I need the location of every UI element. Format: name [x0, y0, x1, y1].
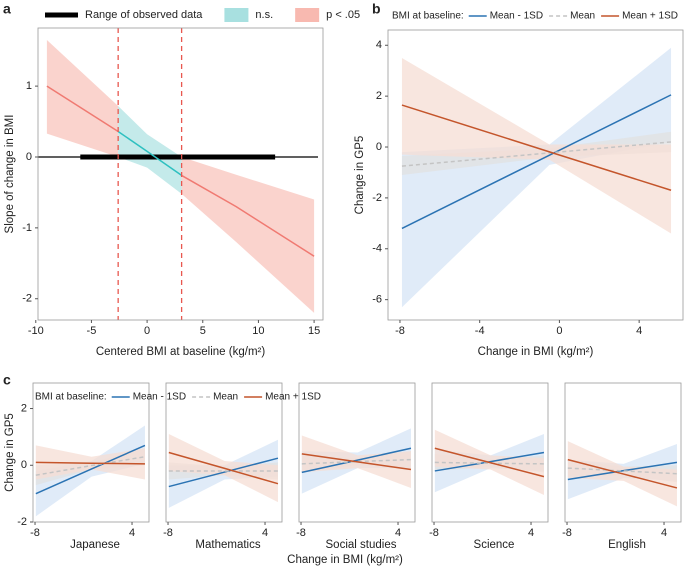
panel-title: Social studies	[326, 539, 397, 551]
x-axis-label: Centered BMI at baseline (kg/m²)	[96, 346, 266, 358]
line	[434, 451, 545, 472]
x-tick-label: -10	[28, 325, 44, 337]
line	[168, 457, 279, 488]
plot-frame	[431, 382, 549, 523]
panel-title: Science	[474, 539, 515, 551]
x-tick-label: 15	[308, 325, 320, 337]
x-tick-label: 4	[395, 527, 401, 539]
x-tick-label: 5	[200, 325, 206, 337]
x-tick-label: -8	[429, 527, 439, 539]
line	[301, 458, 411, 465]
x-tick-label: 4	[129, 527, 135, 539]
legend-swatch	[295, 8, 320, 22]
confidence-band	[35, 445, 145, 480]
x-tick-label: 4	[661, 527, 667, 539]
legend-title: BMI at baseline:	[392, 11, 464, 22]
confidence-band	[181, 156, 315, 313]
y-tick-label: 0	[26, 151, 32, 163]
y-axis-label: Slope of change in BMI	[4, 115, 16, 234]
line	[35, 444, 146, 495]
x-axis-label: Change in BMI (kg/m²)	[287, 554, 403, 566]
panel-title: Japanese	[70, 539, 120, 551]
y-tick-label: 1	[26, 80, 32, 92]
legend-label: Mean + 1SD	[622, 11, 678, 22]
legend-label: Mean - 1SD	[133, 392, 186, 403]
legend-label: Mean + 1SD	[265, 392, 321, 403]
line	[35, 456, 146, 476]
line	[401, 104, 672, 191]
y-tick-label: 2	[376, 90, 382, 102]
x-tick-label: -8	[562, 527, 572, 539]
legend-label: Range of observed data	[85, 9, 203, 21]
line	[567, 458, 678, 489]
line	[181, 174, 315, 257]
plot-frame	[165, 382, 283, 523]
panel-title: Mathematics	[195, 539, 260, 551]
plot-frame	[32, 382, 150, 523]
x-tick-label: 4	[262, 527, 268, 539]
y-tick-label: 0	[21, 459, 27, 471]
x-axis-label: Change in BMI (kg/m²)	[478, 346, 594, 358]
plot-frame	[298, 382, 416, 523]
line	[401, 94, 672, 230]
y-tick-label: -2	[372, 192, 382, 204]
confidence-band	[46, 40, 119, 157]
x-tick-label: 0	[144, 325, 150, 337]
x-tick-label: -5	[87, 325, 97, 337]
legend-label: Mean - 1SD	[490, 11, 543, 22]
x-tick-label: 4	[636, 325, 642, 337]
legend-label: Mean	[213, 392, 238, 403]
legend-label: n.s.	[255, 9, 273, 21]
legend-swatch	[224, 8, 249, 22]
y-tick-label: -6	[372, 294, 382, 306]
x-tick-label: -8	[30, 527, 40, 539]
y-tick-label: -2	[22, 293, 32, 305]
panel-label: a	[3, 1, 11, 17]
plot-frame	[564, 382, 682, 523]
confidence-band	[401, 47, 672, 308]
line	[168, 451, 279, 485]
y-tick-label: -1	[22, 222, 32, 234]
legend-label: p < .05	[326, 9, 360, 21]
legend-title: BMI at baseline:	[35, 392, 107, 403]
legend-label: Mean	[570, 11, 595, 22]
panel-label: c	[3, 372, 11, 388]
y-tick-label: 4	[376, 39, 382, 51]
y-tick-label: -4	[372, 243, 382, 255]
panel-title: English	[608, 539, 646, 551]
y-tick-label: -2	[17, 516, 27, 528]
confidence-band	[401, 57, 672, 234]
x-tick-label: 10	[252, 325, 264, 337]
line	[567, 467, 677, 475]
line	[117, 130, 183, 177]
line	[401, 141, 672, 167]
x-tick-label: -8	[395, 325, 405, 337]
x-tick-label: 0	[556, 325, 562, 337]
x-tick-label: -4	[475, 325, 485, 337]
y-tick-label: 2	[21, 402, 27, 414]
line	[35, 461, 145, 465]
x-tick-label: -8	[296, 527, 306, 539]
plot-frame	[37, 27, 324, 321]
line	[434, 447, 545, 478]
y-axis-label: Change in GP5	[354, 136, 366, 215]
line	[434, 461, 544, 465]
plot-frame	[387, 29, 684, 321]
y-tick-label: 0	[376, 141, 382, 153]
x-tick-label: 4	[528, 527, 534, 539]
line	[567, 461, 678, 481]
line	[46, 85, 119, 133]
x-tick-label: -8	[163, 527, 173, 539]
line	[301, 453, 412, 471]
line	[301, 447, 412, 474]
y-axis-label: Change in GP5	[4, 413, 16, 492]
confidence-band	[118, 105, 182, 194]
confidence-band	[35, 425, 145, 517]
panel-label: b	[372, 1, 381, 17]
